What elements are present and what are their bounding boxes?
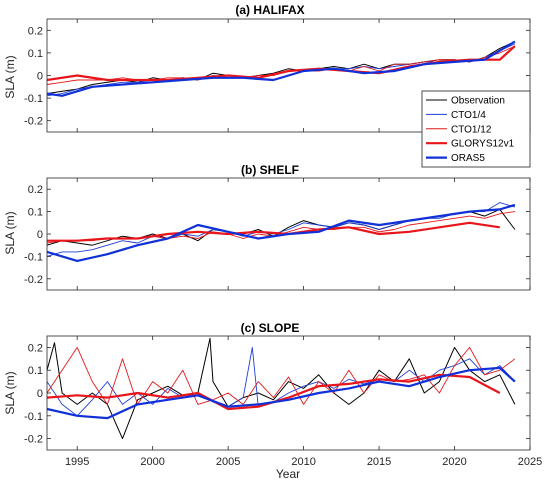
y-tick-label: 0.2 [28,342,43,354]
y-tick-label: 0 [37,229,43,241]
panel-title: (b) SHELF [241,163,299,177]
y-tick-label: 0.1 [28,365,43,377]
series-group [47,202,516,262]
series-line-oras5 [47,40,516,97]
y-tick-label: 0.1 [28,207,43,219]
y-tick-label: -0.1 [24,93,43,105]
series-line-cto14 [47,43,516,97]
y-tick-label: 0.2 [28,184,43,196]
series-line-obs [47,337,516,440]
y-tick-label: 0.1 [28,48,43,60]
y-axis-label: SLA (m) [3,211,17,254]
series-line-oras5 [47,366,516,420]
y-tick-label: 0 [37,388,43,400]
plot-area: -0.2 -0.1 0 0.1 0.2 [24,177,531,291]
legend-label: CTO1/12 [451,124,492,135]
panel-title: (c) SLOPE [241,321,300,335]
x-axis-label: Year [276,467,300,481]
panel-slope: (c) SLOPE SLA (m) -0.2 -0.1 0 0.1 0.2 1995 200… [3,321,542,468]
y-axis-label: SLA (m) [3,371,17,414]
y-tick-label: -0.1 [24,251,43,263]
x-tick-label: 2005 [216,456,240,468]
x-tick-label: 2020 [442,456,466,468]
legend-label: GLORYS12v1 [451,139,515,150]
legend: Observation CTO1/4 CTO1/12 GLORYS12v1 ORAS5 [421,90,531,168]
y-tick-label: 0.2 [28,25,43,37]
series-line-cto14 [47,202,516,257]
plot-area: -0.2 -0.1 0 0.1 0.2 1995 2000 2005 2010 2015 2020 2… [24,335,542,468]
series-group [47,337,516,440]
y-tick-label: -0.1 [24,411,43,423]
y-tick-label: -0.2 [24,434,43,446]
panel-title: (a) HALIFAX [235,3,304,17]
y-tick-label: -0.2 [24,274,43,286]
series-line-cto112 [47,346,516,405]
legend-label: CTO1/4 [451,110,486,121]
x-tick-label: 2025 [518,456,542,468]
series-line-glorys [47,221,500,242]
plot-area: -0.2 -0.1 0 0.1 0.2 [24,18,531,133]
series-line-glorys [47,45,516,82]
series-group [47,40,516,97]
y-tick-label: 0 [37,71,43,83]
x-tick-label: 2000 [140,456,164,468]
x-tick-label: 2010 [291,456,315,468]
x-tick-label: 2015 [367,456,391,468]
x-tick-label: 1995 [65,456,89,468]
panel-halifax: (a) HALIFAX SLA (m) -0.2 -0.1 0 0.1 0.2 [3,3,531,133]
y-axis-label: SLA (m) [3,55,17,98]
legend-label: ORAS5 [451,153,485,164]
y-tick-label: -0.2 [24,116,43,128]
legend-label: Observation [451,96,505,107]
series-line-oras5 [47,203,516,262]
panel-shelf: (b) SHELF SLA (m) -0.2 -0.1 0 0.1 0.2 [3,163,531,291]
series-line-cto14 [47,346,516,417]
